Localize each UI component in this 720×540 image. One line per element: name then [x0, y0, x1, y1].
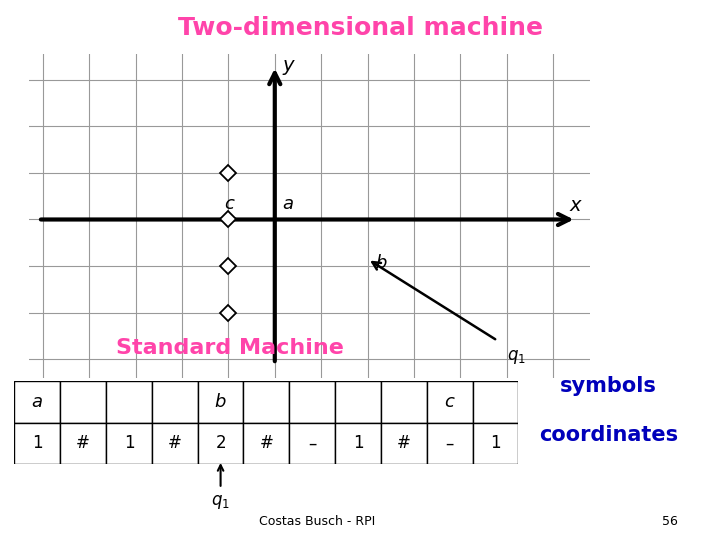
Text: $a$: $a$	[32, 393, 43, 410]
Text: Costas Busch - RPI: Costas Busch - RPI	[258, 515, 375, 528]
Text: $y$: $y$	[282, 58, 296, 77]
Bar	[60, 422, 106, 464]
Bar	[289, 422, 335, 464]
Text: symbols: symbols	[560, 376, 657, 396]
Text: $c$: $c$	[224, 194, 235, 213]
Text: $c$: $c$	[444, 393, 456, 410]
Text: $b$: $b$	[215, 393, 227, 410]
Bar	[106, 422, 152, 464]
Text: 1: 1	[124, 435, 134, 453]
Text: #: #	[259, 435, 274, 453]
Bar	[472, 381, 518, 422]
Bar	[243, 381, 289, 422]
Bar	[106, 381, 152, 422]
Text: $b$: $b$	[374, 254, 387, 273]
Text: 56: 56	[662, 515, 678, 528]
Bar	[335, 381, 381, 422]
Text: $x$: $x$	[570, 196, 584, 215]
Bar	[243, 422, 289, 464]
Bar	[381, 422, 427, 464]
Bar	[472, 422, 518, 464]
Text: –: –	[308, 435, 316, 453]
Bar	[289, 381, 335, 422]
Bar	[152, 422, 198, 464]
Text: coordinates: coordinates	[539, 424, 678, 445]
Text: Two-dimensional machine: Two-dimensional machine	[178, 16, 542, 40]
Text: #: #	[168, 435, 181, 453]
Bar	[14, 381, 60, 422]
Text: 2: 2	[215, 435, 226, 453]
Text: #: #	[397, 435, 411, 453]
Text: $q_1$: $q_1$	[211, 493, 230, 511]
Text: Standard Machine: Standard Machine	[117, 338, 344, 359]
Text: $q_1$: $q_1$	[507, 348, 526, 366]
Bar	[198, 422, 243, 464]
Text: 1: 1	[353, 435, 364, 453]
Bar	[427, 381, 472, 422]
Bar	[335, 422, 381, 464]
Text: –: –	[446, 435, 454, 453]
Bar	[14, 422, 60, 464]
Text: $a$: $a$	[282, 194, 294, 213]
Text: #: #	[76, 435, 90, 453]
Bar	[152, 381, 198, 422]
Bar	[381, 381, 427, 422]
Text: 1: 1	[490, 435, 501, 453]
Bar	[60, 381, 106, 422]
Bar	[198, 381, 243, 422]
Bar	[427, 422, 472, 464]
Text: 1: 1	[32, 435, 42, 453]
